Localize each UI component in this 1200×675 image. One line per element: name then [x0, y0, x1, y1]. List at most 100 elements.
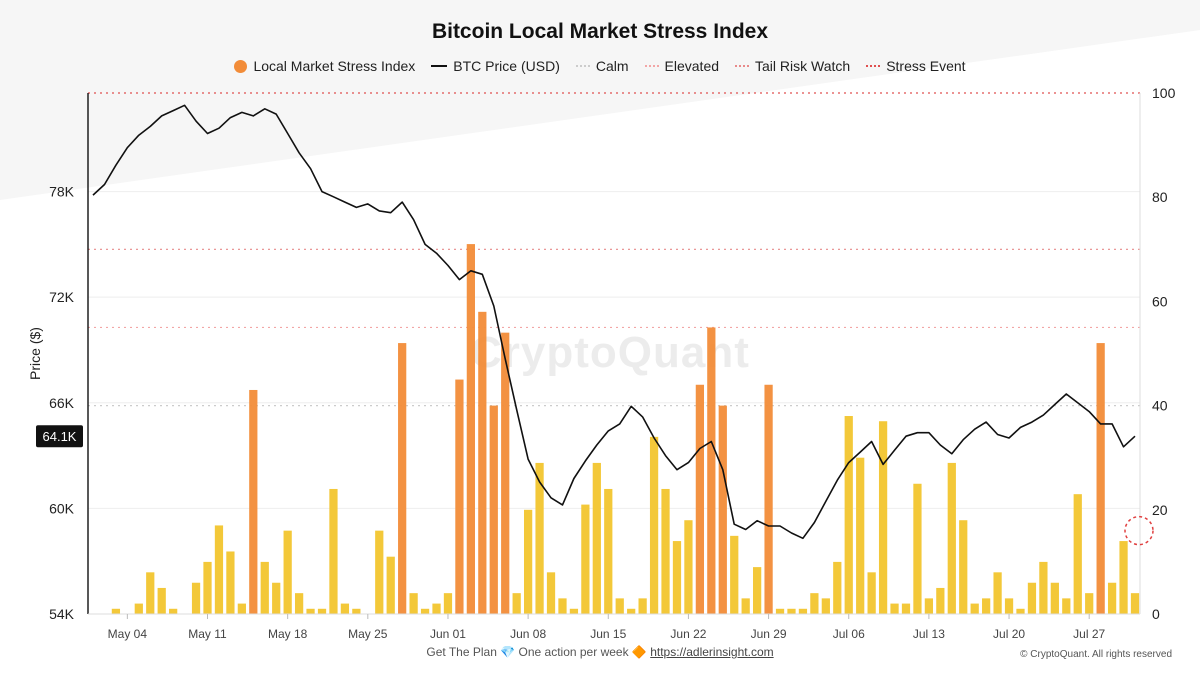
stress-bar — [1096, 343, 1105, 614]
stress-bar — [592, 462, 601, 614]
chart-title: Bitcoin Local Market Stress Index — [431, 20, 769, 43]
legend-line-icon — [431, 65, 448, 67]
stress-tick-label: 100 — [1152, 85, 1176, 101]
stress-tick-label: 40 — [1152, 398, 1168, 414]
stress-bar — [512, 593, 521, 614]
stress-bar — [741, 598, 750, 614]
watermark-text: CryptoQuant — [470, 328, 750, 377]
stress-tick-label: 20 — [1152, 502, 1168, 518]
chart-legend: Local Market Stress Index BTC Price (USD)… — [0, 58, 1200, 74]
stress-bar — [718, 405, 727, 614]
stress-bar — [157, 587, 166, 614]
stress-bar — [1039, 561, 1048, 614]
x-tick-label: May 11 — [188, 627, 227, 641]
stress-bar — [169, 608, 178, 614]
stress-bar — [249, 389, 258, 614]
stress-bar — [386, 556, 395, 614]
legend-dot-icon — [234, 59, 248, 73]
orange-diamond-icon: 🔶 — [631, 645, 647, 659]
legend-dash-icon — [866, 65, 881, 67]
x-tick-label: Jun 01 — [430, 627, 466, 641]
stress-bar — [443, 593, 453, 614]
price-tick-label: 78K — [49, 184, 75, 200]
stress-bar — [970, 603, 979, 614]
stress-bar — [890, 603, 899, 614]
stress-bar — [638, 598, 647, 614]
stress-bar — [260, 561, 269, 614]
x-tick-label: May 18 — [268, 627, 308, 641]
x-tick-label: Jun 08 — [510, 627, 546, 641]
x-tick-label: Jul 13 — [913, 627, 945, 641]
price-tick-label: 60K — [49, 500, 75, 516]
stress-bar — [947, 462, 956, 614]
legend-label: Elevated — [664, 58, 720, 74]
stress-bar — [214, 525, 224, 614]
stress-bar — [775, 608, 785, 614]
stress-bar — [901, 603, 911, 614]
footer-plan-text: Get The Plan — [426, 645, 497, 659]
stress-bar — [982, 598, 991, 614]
price-tick-label: 72K — [49, 289, 75, 305]
stress-bar — [787, 608, 796, 614]
stress-bar — [409, 593, 418, 614]
highlight-circle-icon — [1124, 515, 1154, 546]
stress-bar — [558, 598, 567, 614]
stress-bar — [993, 572, 1002, 614]
legend-dash-icon — [644, 65, 659, 67]
stress-bar — [432, 603, 441, 614]
stress-bar — [466, 244, 475, 614]
stress-bar — [317, 608, 327, 614]
stress-bar — [867, 572, 876, 614]
x-tick-label: Jun 22 — [670, 627, 706, 641]
stress-bar — [226, 551, 235, 614]
stress-bar — [455, 379, 464, 614]
current-price-label: 64.1K — [43, 429, 77, 444]
stress-bar — [1130, 593, 1140, 614]
stress-bar — [581, 504, 590, 614]
legend-dash-icon — [735, 65, 750, 67]
stress-bar — [604, 488, 613, 614]
stress-bar — [924, 598, 934, 614]
stress-bar — [294, 593, 304, 614]
stress-bar — [753, 567, 762, 614]
legend-item[interactable]: Local Market Stress Index — [234, 58, 415, 74]
diamond-icon: 💎 — [500, 645, 516, 659]
stress-bar — [203, 561, 212, 614]
stress-bar — [627, 608, 636, 614]
stress-bar — [420, 608, 430, 614]
y-axis-title: Price ($) — [27, 327, 43, 380]
x-tick-label: May 25 — [348, 627, 388, 641]
stress-bar — [1107, 582, 1117, 614]
stress-bar — [764, 384, 773, 614]
stress-bar — [684, 520, 693, 614]
stress-bar — [730, 535, 739, 614]
legend-item[interactable]: Stress Event — [866, 58, 966, 74]
stress-bar — [546, 572, 556, 614]
stress-bar — [821, 598, 830, 614]
legend-item[interactable]: Calm — [575, 58, 629, 74]
stress-bar — [913, 483, 922, 614]
legend-item[interactable]: BTC Price (USD) — [431, 58, 560, 74]
stress-bar — [489, 405, 498, 614]
stress-bar — [306, 608, 315, 614]
stress-bar — [352, 608, 361, 614]
footer-link[interactable]: https://adlerinsight.com — [650, 645, 774, 659]
stress-bar — [237, 603, 246, 614]
legend-dash-icon — [575, 65, 590, 67]
current-price-badge — [36, 425, 83, 448]
stress-bar — [146, 572, 155, 614]
x-tick-label: Jun 15 — [590, 627, 626, 641]
stress-bar — [1016, 608, 1025, 614]
stress-bar — [111, 608, 121, 614]
stress-bar — [810, 593, 819, 614]
legend-label: Stress Event — [886, 58, 966, 74]
stress-bar — [615, 598, 624, 614]
footer-action-text: One action per week — [518, 645, 629, 659]
stress-bar — [398, 343, 407, 614]
legend-item[interactable]: Tail Risk Watch — [735, 58, 850, 74]
stress-tick-label: 80 — [1152, 189, 1168, 205]
stress-bar — [1027, 582, 1037, 614]
legend-item[interactable]: Elevated — [644, 58, 720, 74]
